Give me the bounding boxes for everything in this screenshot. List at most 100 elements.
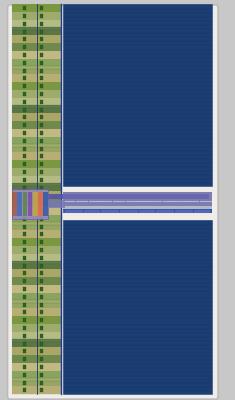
Bar [33,192,38,216]
Bar [23,53,26,57]
Bar [17,192,22,216]
Bar [40,115,43,120]
Bar [40,84,43,88]
Bar [40,349,43,354]
Bar [12,300,61,308]
Bar [28,192,32,216]
Bar [40,22,43,26]
Bar [40,178,43,182]
Bar [23,115,26,120]
Bar [23,279,26,283]
Bar [23,256,26,260]
Bar [40,30,43,34]
Bar [38,192,43,216]
Bar [23,193,26,198]
Bar [12,82,61,90]
Bar [12,222,61,230]
Bar [23,131,26,135]
Bar [40,37,43,42]
Bar [12,246,61,254]
Bar [12,168,61,176]
Bar [23,123,26,127]
Bar [23,380,26,385]
Bar [63,220,212,394]
Bar [40,224,43,229]
Bar [23,342,26,346]
Bar [12,347,61,355]
Bar [23,14,26,18]
Bar [12,176,61,183]
Bar [40,53,43,57]
Bar [40,131,43,135]
Bar [40,139,43,143]
Bar [23,295,26,299]
Bar [12,324,61,332]
Bar [23,349,26,354]
Bar [63,206,212,210]
Bar [12,378,61,386]
Bar [23,92,26,96]
Bar [40,162,43,166]
Bar [23,146,26,151]
Bar [12,332,61,339]
Bar [12,339,61,347]
Bar [40,209,43,213]
Bar [40,186,43,190]
Bar [12,355,61,363]
Bar [23,178,26,182]
Bar [23,232,26,236]
Bar [23,139,26,143]
Bar [23,334,26,338]
Bar [23,45,26,49]
Bar [40,287,43,291]
Bar [40,14,43,18]
Bar [12,98,61,105]
Bar [40,170,43,174]
Bar [12,363,61,370]
Bar [23,162,26,166]
Bar [43,192,48,216]
Bar [40,217,43,221]
Bar [40,92,43,96]
Bar [12,137,61,144]
Bar [23,22,26,26]
Bar [23,318,26,322]
Bar [40,310,43,314]
Bar [12,27,61,35]
Bar [40,146,43,151]
Bar [40,326,43,330]
Bar [40,373,43,377]
Bar [12,183,61,191]
Bar [40,193,43,198]
Bar [23,271,26,276]
Bar [40,201,43,205]
Bar [23,365,26,369]
Bar [40,357,43,361]
Bar [12,113,61,121]
Bar [23,264,26,268]
Bar [12,269,61,277]
Bar [40,295,43,299]
Bar [12,121,61,129]
Bar [40,256,43,260]
Bar [12,74,61,82]
Bar [23,310,26,314]
Bar [23,186,26,190]
Bar [23,37,26,42]
Bar [40,108,43,112]
Bar [12,66,61,74]
Bar [40,61,43,65]
Bar [12,35,61,43]
Bar [12,285,61,293]
Bar [12,238,61,246]
Bar [23,192,27,216]
Bar [12,386,61,394]
Bar [63,192,212,206]
Bar [12,144,61,152]
Bar [12,192,17,216]
Bar [23,326,26,330]
Bar [12,160,61,168]
Bar [12,12,61,20]
Bar [12,370,61,378]
Bar [12,293,61,300]
